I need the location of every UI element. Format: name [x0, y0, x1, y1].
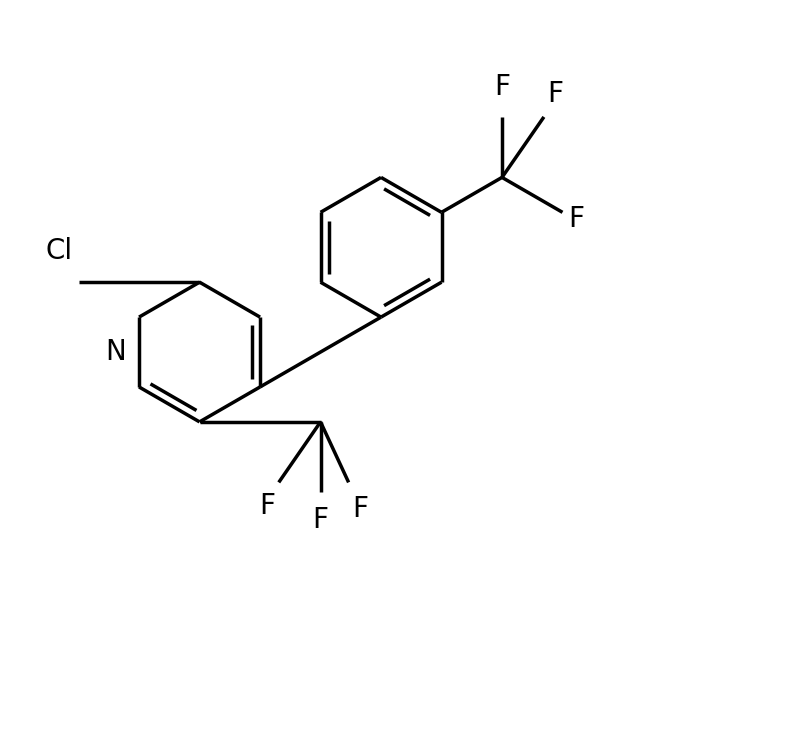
Text: F: F	[494, 72, 510, 101]
Text: F: F	[313, 505, 329, 534]
Text: F: F	[352, 495, 368, 523]
Text: N: N	[106, 338, 127, 366]
Text: Cl: Cl	[46, 236, 73, 265]
Text: F: F	[569, 205, 585, 234]
Text: F: F	[548, 80, 564, 108]
Text: F: F	[259, 491, 275, 520]
